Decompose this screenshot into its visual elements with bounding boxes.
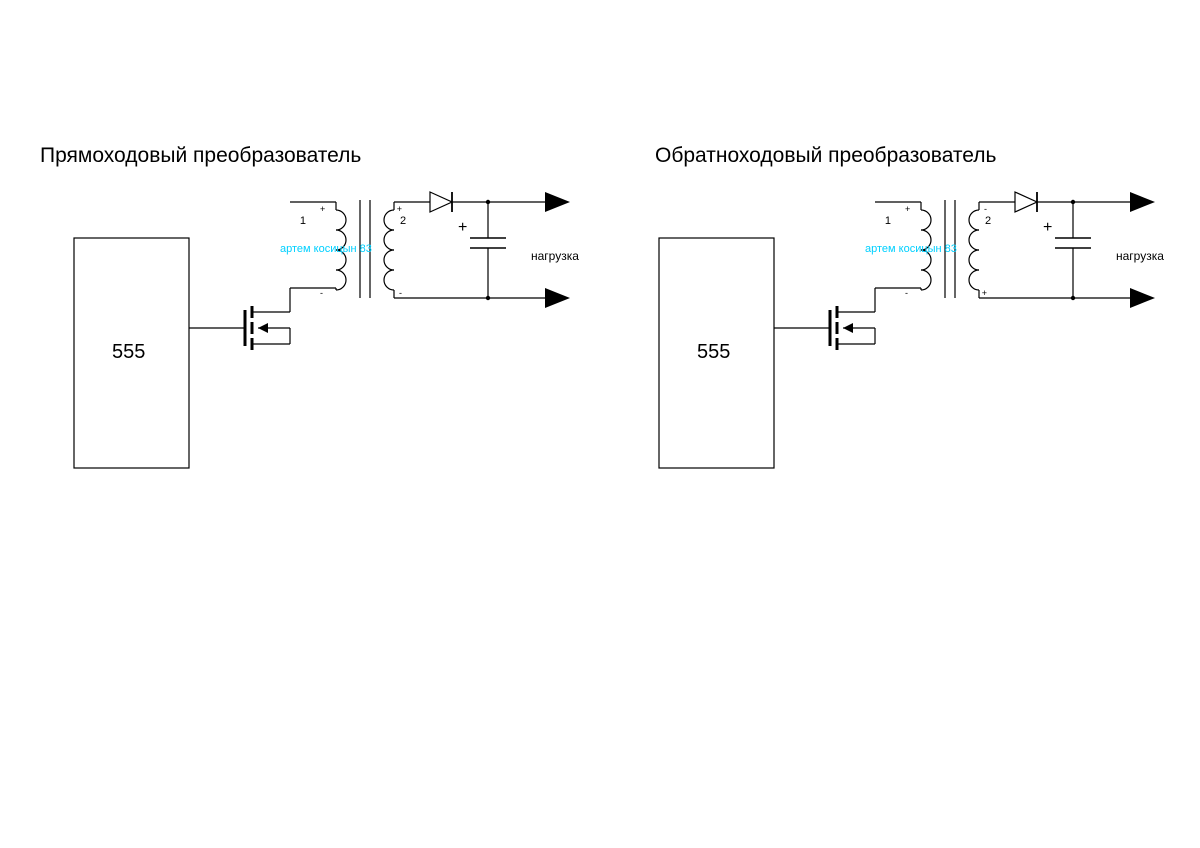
load-label-left: нагрузка	[531, 249, 579, 263]
arrow-out-top-left	[545, 192, 570, 212]
secondary-num-left: 2	[400, 215, 406, 227]
flyback-converter: Обратноходовый преобразователь 555	[655, 144, 1164, 468]
primary-num-left: 1	[300, 215, 306, 227]
node-bot-left	[486, 296, 490, 300]
chip-555-right-label: 555	[697, 341, 730, 363]
chip-555-right: 555	[659, 238, 774, 468]
primary-top-pol-right: +	[905, 204, 910, 214]
chip-555-left: 555	[74, 238, 189, 468]
load-label-right: нагрузка	[1116, 249, 1164, 263]
diode-right	[1015, 192, 1037, 212]
arrow-out-bot-right	[1130, 288, 1155, 308]
primary-num-right: 1	[885, 215, 891, 227]
cap-polarity-left: +	[458, 219, 467, 236]
watermark-right: артем косицын 83	[865, 243, 957, 255]
diode-left	[430, 192, 452, 212]
flyback-title: Обратноходовый преобразователь	[655, 144, 997, 167]
forward-converter: Прямоходовый преобразователь 555	[40, 144, 579, 468]
capacitor-right: +	[1043, 202, 1091, 298]
capacitor-left: +	[458, 202, 506, 298]
secondary-num-right: 2	[985, 215, 991, 227]
secondary-bot-pol-right: +	[982, 288, 987, 298]
arrow-out-top-right	[1130, 192, 1155, 212]
cap-polarity-right: +	[1043, 219, 1052, 236]
primary-top-pol-left: +	[320, 204, 325, 214]
secondary-top-pol-right: -	[984, 204, 987, 214]
arrow-out-bot-left	[545, 288, 570, 308]
chip-555-left-label: 555	[112, 341, 145, 363]
forward-title: Прямоходовый преобразователь	[40, 144, 361, 167]
primary-bot-pol-left: -	[320, 288, 323, 298]
secondary-bot-pol-left: -	[399, 288, 402, 298]
secondary-top-pol-left: +	[397, 204, 402, 214]
primary-bot-pol-right: -	[905, 288, 908, 298]
node-bot-right	[1071, 296, 1075, 300]
watermark-left: артем косицын 83	[280, 243, 372, 255]
